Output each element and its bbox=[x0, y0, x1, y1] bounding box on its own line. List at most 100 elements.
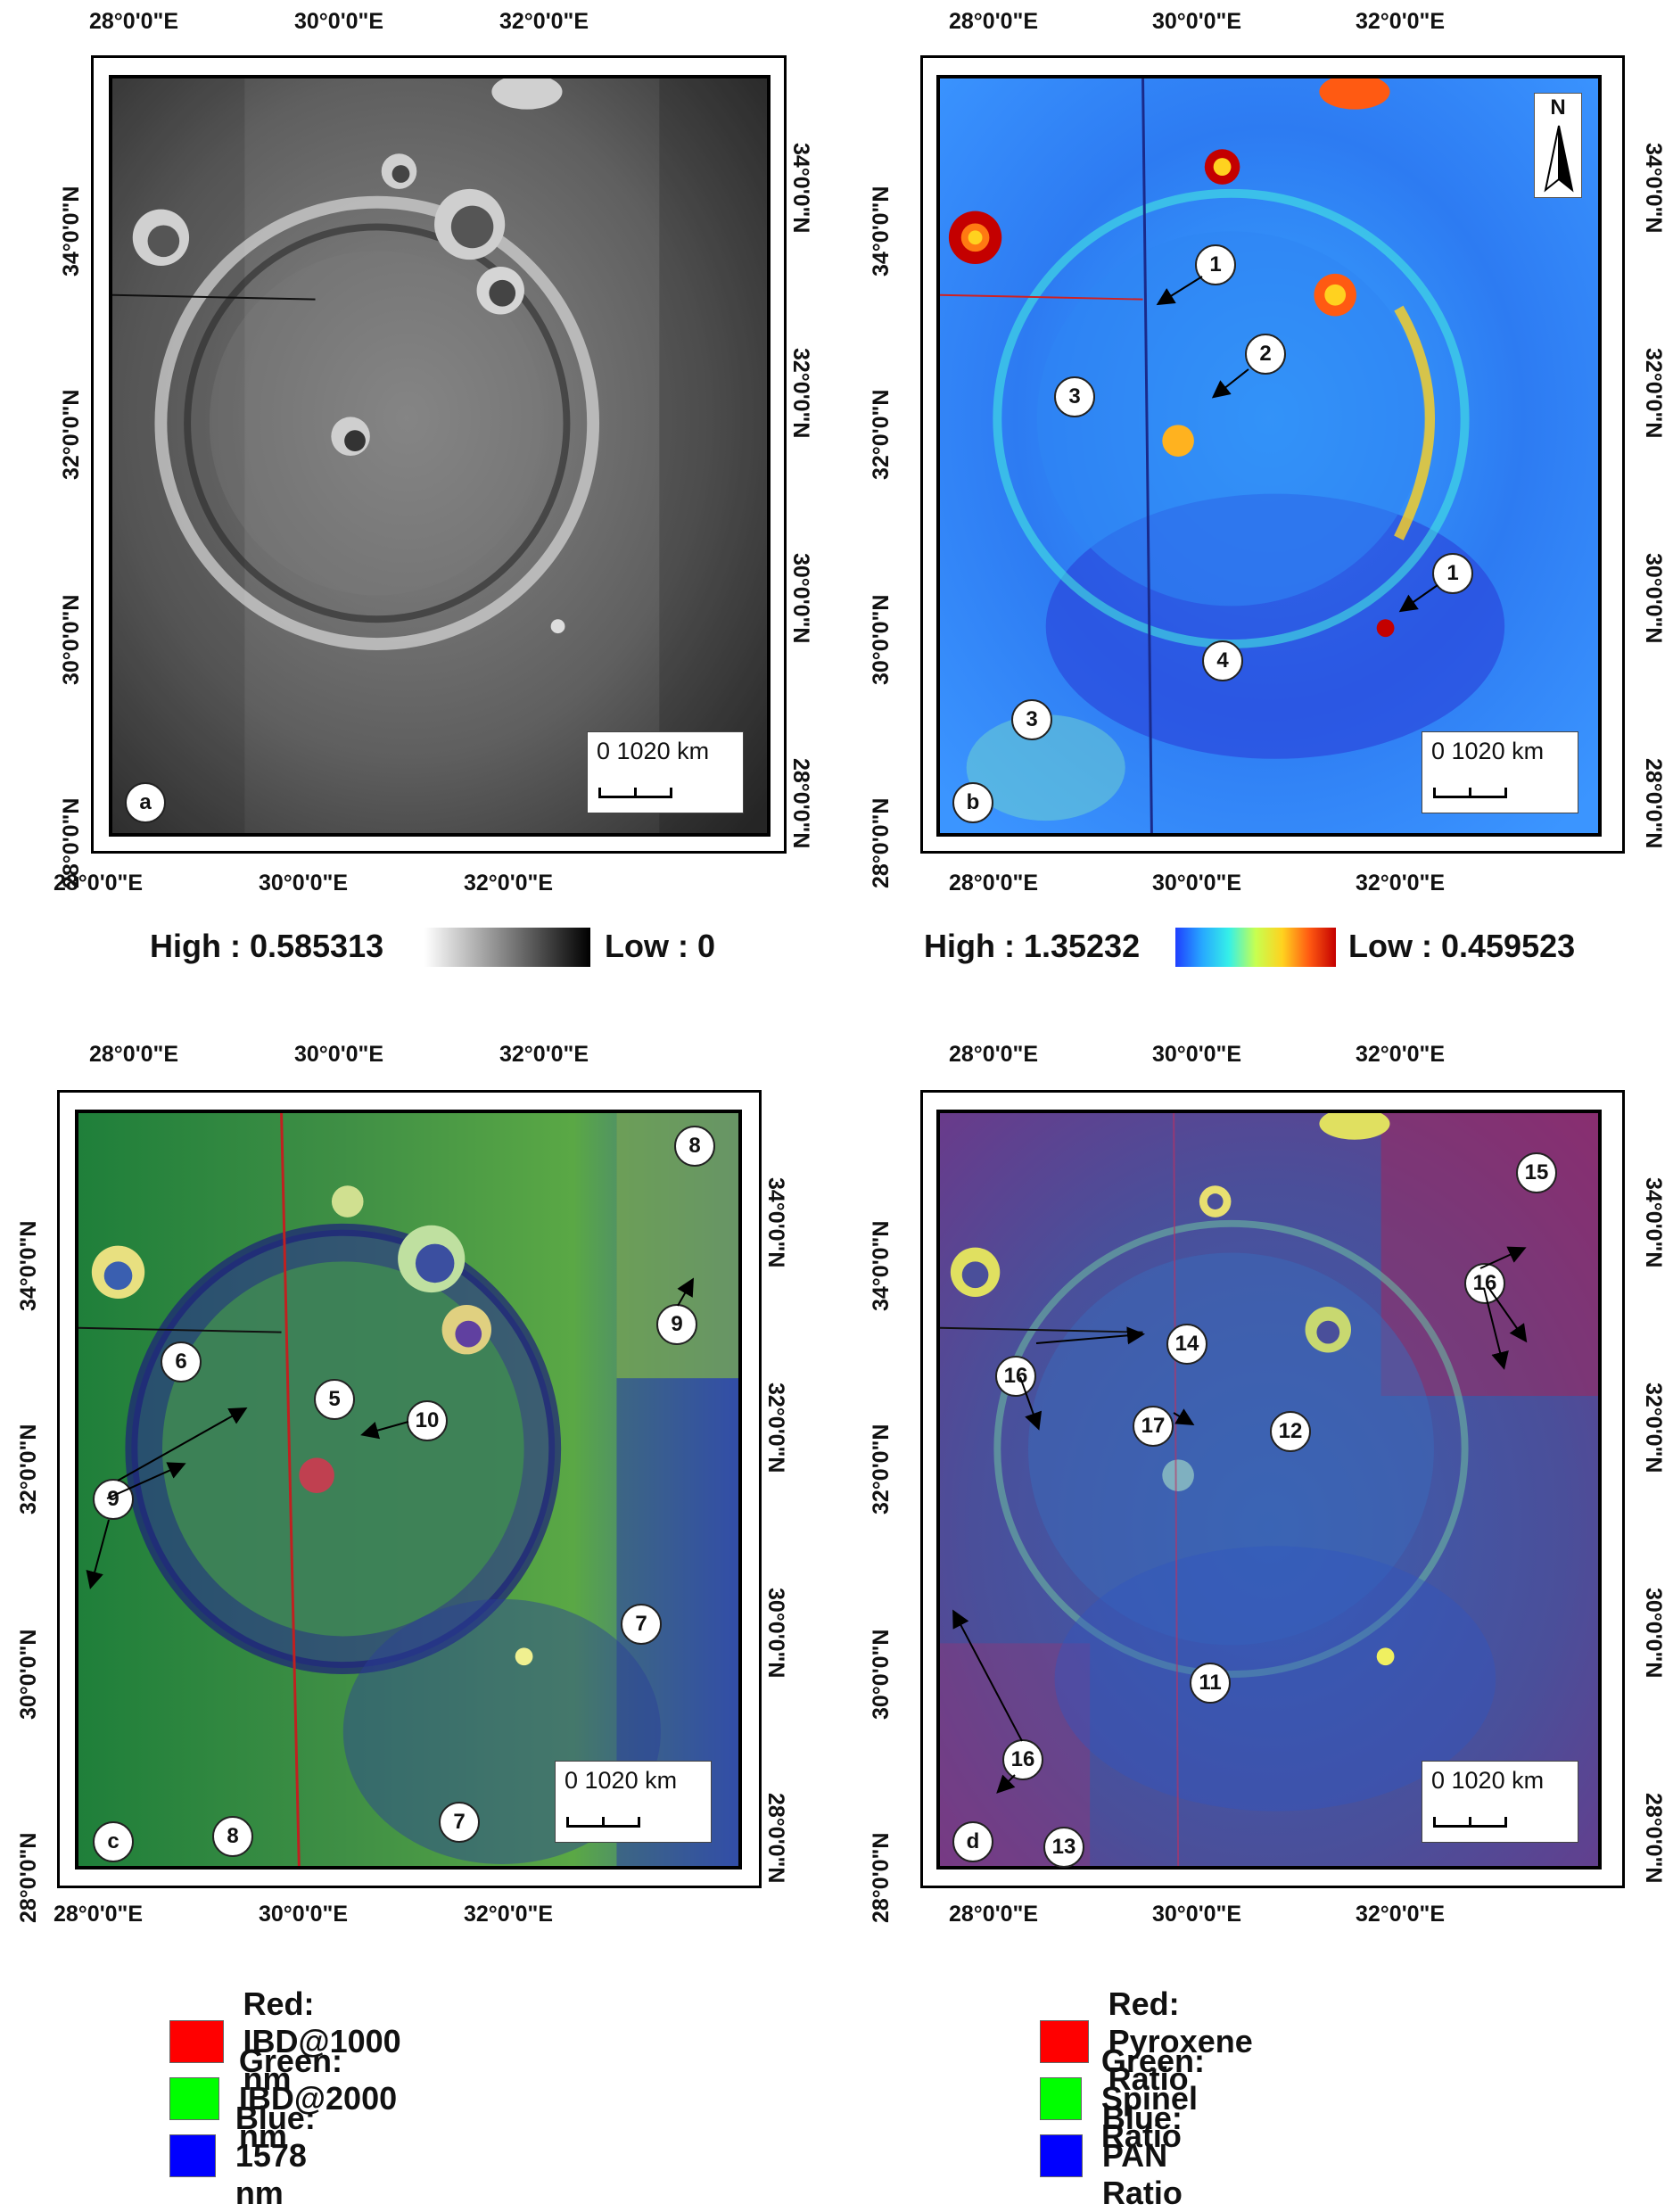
legend-label: Blue: PAN Ratio bbox=[1101, 2100, 1183, 2211]
lat-label: 28°0'0"N bbox=[1641, 758, 1666, 849]
region-marker: 8 bbox=[674, 1126, 715, 1167]
lat-label: 34°0'0"N bbox=[59, 186, 84, 276]
scale-tick bbox=[1504, 788, 1507, 798]
lon-label: 32°0'0"E bbox=[499, 1042, 589, 1067]
lon-label: 30°0'0"E bbox=[259, 871, 349, 896]
lat-label: 28°0'0"N bbox=[16, 1832, 41, 1923]
lat-label: 32°0'0"N bbox=[59, 389, 84, 480]
map-image-albedo bbox=[109, 75, 771, 837]
legend-swatch bbox=[1040, 2077, 1082, 2120]
scale-text: 0 1020 km bbox=[1431, 1767, 1545, 1794]
scale-tick bbox=[602, 1817, 605, 1828]
colorbar-rainbow bbox=[1175, 928, 1336, 967]
lat-label: 34°0'0"N bbox=[1641, 143, 1666, 234]
lat-label: 30°0'0"N bbox=[1641, 1588, 1666, 1679]
lat-label: 30°0'0"N bbox=[869, 594, 894, 685]
legend-swatch bbox=[169, 2077, 219, 2120]
lat-label: 28°0'0"N bbox=[763, 1793, 788, 1884]
lon-label: 28°0'0"E bbox=[949, 9, 1039, 34]
lon-label: 30°0'0"E bbox=[1152, 9, 1242, 34]
north-arrow-icon bbox=[1544, 125, 1574, 193]
lat-label: 32°0'0"N bbox=[788, 348, 813, 439]
legend-swatch bbox=[169, 2020, 224, 2063]
lat-label: 32°0'0"N bbox=[16, 1424, 41, 1515]
region-marker: 6 bbox=[161, 1341, 202, 1382]
colorbar-gray bbox=[424, 928, 590, 967]
lat-label: 32°0'0"N bbox=[1641, 348, 1666, 439]
lat-label: 34°0'0"N bbox=[869, 1220, 894, 1311]
scale-tick bbox=[1469, 788, 1471, 798]
lat-label: 32°0'0"N bbox=[763, 1382, 788, 1473]
region-marker: 5 bbox=[314, 1379, 355, 1420]
panel-letter-badge: d bbox=[952, 1821, 993, 1862]
region-marker: 16 bbox=[1002, 1739, 1043, 1780]
region-marker: 7 bbox=[439, 1802, 480, 1843]
lat-label: 32°0'0"N bbox=[869, 1424, 894, 1515]
region-marker: 9 bbox=[93, 1479, 134, 1520]
legend-item: Blue: PAN Ratio bbox=[1040, 2100, 1224, 2212]
lon-label: 30°0'0"E bbox=[259, 1902, 349, 1927]
lon-label: 32°0'0"E bbox=[499, 9, 589, 34]
scale-tick bbox=[1469, 1817, 1471, 1828]
lon-label: 32°0'0"E bbox=[1356, 871, 1446, 896]
scale-text: 0 1020 km bbox=[1431, 738, 1545, 764]
lat-label: 34°0'0"N bbox=[16, 1220, 41, 1311]
region-marker: 2 bbox=[1245, 334, 1286, 375]
legend-label: Green: IBD@2000 nm bbox=[238, 2043, 398, 2154]
scale-tick bbox=[566, 1817, 569, 1828]
scale-tick bbox=[1433, 788, 1436, 798]
region-marker: 11 bbox=[1190, 1663, 1231, 1704]
lon-label: 28°0'0"E bbox=[89, 9, 179, 34]
map-image-rgb-ratio bbox=[936, 1110, 1602, 1869]
map-image-rgb-ibd bbox=[75, 1110, 742, 1869]
colorbar-low-label: Low : 0.459523 bbox=[1348, 928, 1576, 964]
lon-label: 28°0'0"E bbox=[949, 1042, 1039, 1067]
lat-label: 32°0'0"N bbox=[1641, 1382, 1666, 1473]
legend-item: Red: IBD@1000 nm bbox=[169, 1985, 431, 2098]
lon-label: 28°0'0"E bbox=[54, 871, 144, 896]
panel-letter-badge: b bbox=[952, 782, 993, 823]
lon-label: 28°0'0"E bbox=[949, 871, 1039, 896]
legend-label: Blue: 1578 nm bbox=[235, 2100, 316, 2211]
lat-label: 30°0'0"N bbox=[1641, 553, 1666, 644]
lon-label: 32°0'0"E bbox=[464, 871, 554, 896]
lon-label: 28°0'0"E bbox=[949, 1902, 1039, 1927]
lon-label: 32°0'0"E bbox=[1356, 1902, 1446, 1927]
legend-item: Red: Pyroxene Ratio bbox=[1040, 1985, 1288, 2098]
region-marker: 1 bbox=[1432, 553, 1473, 594]
panel-letter-badge: a bbox=[125, 782, 166, 823]
scale-bar: 0 1020 km bbox=[587, 731, 744, 813]
legend-label: Red: Pyroxene Ratio bbox=[1108, 1985, 1253, 2097]
scale-tick bbox=[634, 788, 637, 798]
lat-label: 28°0'0"N bbox=[869, 1832, 894, 1923]
scale-tick bbox=[670, 788, 672, 798]
region-marker: 12 bbox=[1270, 1411, 1311, 1452]
region-marker: 3 bbox=[1011, 699, 1052, 740]
lat-label: 34°0'0"N bbox=[869, 186, 894, 276]
lon-label: 30°0'0"E bbox=[1152, 1042, 1242, 1067]
legend-label: Green: Spinel Ratio bbox=[1100, 2043, 1205, 2154]
region-marker: 10 bbox=[407, 1400, 448, 1441]
lat-label: 28°0'0"N bbox=[59, 797, 84, 888]
region-marker: 14 bbox=[1166, 1324, 1207, 1365]
region-marker: 16 bbox=[1464, 1263, 1505, 1304]
region-marker: 7 bbox=[621, 1604, 662, 1645]
lat-label: 30°0'0"N bbox=[16, 1629, 41, 1720]
lat-label: 28°0'0"N bbox=[788, 758, 813, 849]
lat-label: 28°0'0"N bbox=[1641, 1793, 1666, 1884]
scale-text: 0 1020 km bbox=[565, 1767, 678, 1794]
legend-swatch bbox=[1040, 2134, 1083, 2177]
lon-label: 32°0'0"E bbox=[464, 1902, 554, 1927]
lon-label: 28°0'0"E bbox=[89, 1042, 179, 1067]
legend-item: Blue: 1578 nm bbox=[169, 2100, 353, 2212]
lat-label: 32°0'0"N bbox=[869, 389, 894, 480]
colorbar-high-label: High : 1.35232 bbox=[924, 928, 1141, 964]
scale-tick bbox=[638, 1817, 640, 1828]
colorbar-low-label: Low : 0 bbox=[605, 928, 715, 964]
panel-letter-badge: c bbox=[93, 1821, 134, 1862]
region-marker: 9 bbox=[656, 1304, 697, 1345]
region-marker: 4 bbox=[1202, 640, 1243, 681]
region-marker: 16 bbox=[995, 1356, 1036, 1397]
lon-label: 32°0'0"E bbox=[1356, 9, 1446, 34]
north-arrow-label: N bbox=[1550, 95, 1566, 120]
